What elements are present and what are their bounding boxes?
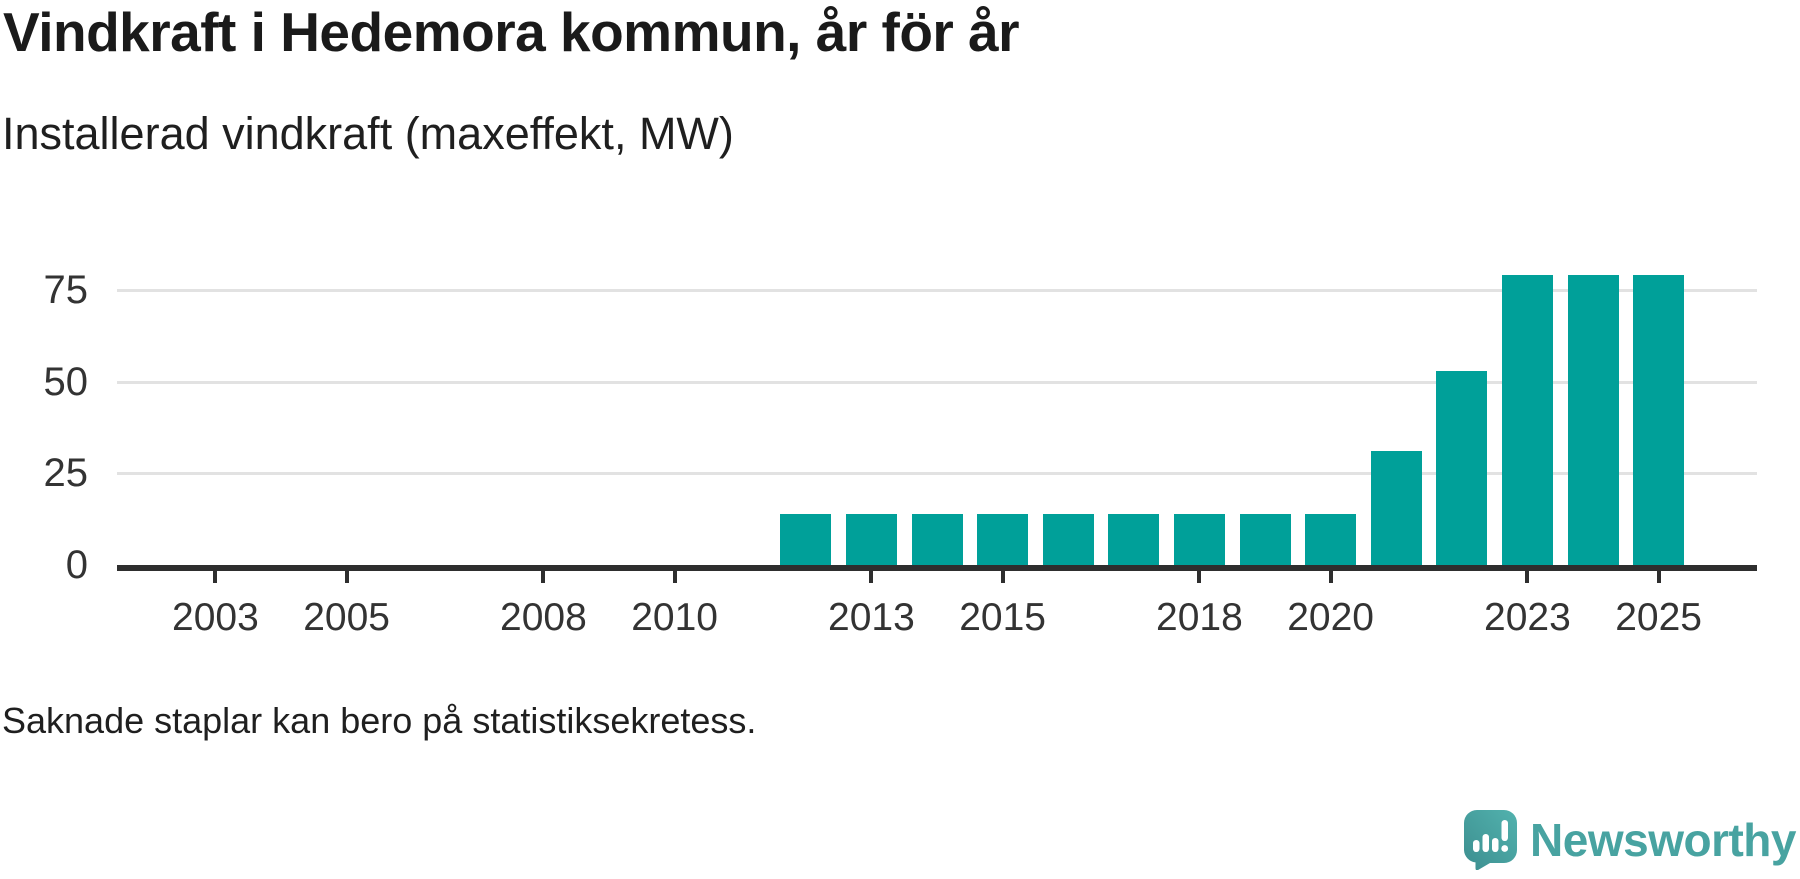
bar-2012	[780, 513, 832, 566]
y-axis-label-50: 50	[43, 359, 89, 404]
x-tick-2018	[1197, 570, 1202, 583]
x-axis-label-2020: 2020	[1287, 596, 1374, 639]
bar-2015	[977, 513, 1029, 566]
icon-bar-tall	[1482, 834, 1490, 852]
chart-title: Vindkraft i Hedemora kommun, år för år	[3, 1, 1020, 63]
x-axis-label-2005: 2005	[303, 596, 390, 639]
icon-bar-medium	[1492, 838, 1499, 852]
x-tick-2003	[213, 570, 218, 583]
x-axis-line	[117, 565, 1757, 571]
x-axis-label-2023: 2023	[1484, 596, 1571, 639]
bar-2025	[1633, 275, 1685, 566]
x-tick-2005	[344, 570, 349, 583]
x-axis-label-2008: 2008	[500, 596, 587, 639]
bar-chart-plot: 0 25 50 75 2003 2005 2008 2010 2013 2015 2018 2020…	[43, 268, 1757, 639]
y-axis-label-25: 25	[43, 451, 89, 496]
icon-exclamation-dot	[1501, 845, 1509, 852]
x-tick-2020	[1328, 570, 1333, 583]
gridline-25	[117, 472, 1757, 476]
footnote: Saknade staplar kan bero på statistiksek…	[2, 700, 757, 741]
chart-subtitle: Installerad vindkraft (maxeffekt, MW)	[2, 108, 734, 159]
bar-2019	[1239, 513, 1291, 566]
x-tick-2010	[672, 570, 677, 583]
bar-2017	[1108, 513, 1160, 566]
x-axis-label-2003: 2003	[172, 596, 259, 639]
icon-bar-small	[1473, 840, 1480, 852]
gridline-50	[117, 380, 1757, 384]
x-axis-label-2013: 2013	[828, 596, 915, 639]
y-axis-label-75: 75	[43, 268, 89, 312]
bar-2024	[1567, 275, 1619, 566]
x-tick-2013	[869, 570, 874, 583]
bar-2021	[1370, 451, 1422, 566]
newsworthy-wordmark: Newsworthy	[1530, 814, 1796, 866]
x-tick-2025	[1656, 570, 1661, 583]
bar-2018	[1173, 513, 1225, 566]
x-axis-label-2025: 2025	[1615, 596, 1702, 639]
newsworthy-logo[interactable]: Newsworthy	[1464, 810, 1796, 870]
bar-2020	[1305, 513, 1357, 566]
gridline-75	[117, 289, 1757, 292]
x-axis-label-2015: 2015	[959, 596, 1046, 639]
newsworthy-bubble-icon	[1464, 810, 1518, 870]
x-axis-label-2018: 2018	[1156, 596, 1243, 639]
bar-2016	[1042, 513, 1094, 566]
bar-2022	[1436, 370, 1488, 566]
x-axis-label-2010: 2010	[631, 596, 718, 639]
bar-2013	[845, 513, 897, 566]
x-tick-2008	[541, 570, 546, 583]
bar-2023	[1501, 275, 1553, 566]
icon-exclamation-stem	[1501, 820, 1509, 841]
y-axis-label-0: 0	[65, 543, 88, 587]
x-tick-2015	[1000, 570, 1005, 583]
x-tick-2023	[1525, 570, 1530, 583]
bar-2014	[911, 513, 963, 566]
